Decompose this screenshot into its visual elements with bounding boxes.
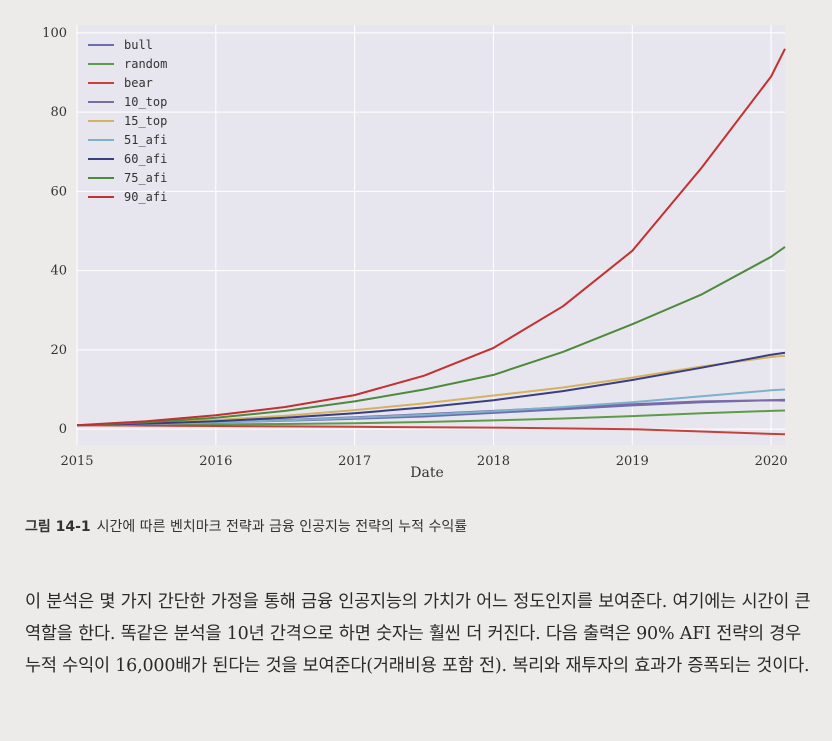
x-tick-label: 2018 (477, 454, 510, 469)
cumulative-returns-chart: bull random bear 10_top 15_top 51_afi 60_afi 75… (42, 25, 788, 481)
series-line-bear (76, 424, 786, 436)
legend: bull random bear 10_top 15_top 51_afi 60_afi 75… (88, 38, 167, 204)
series-line-75-afi (76, 246, 786, 427)
series-lines (76, 48, 786, 436)
series-line-60-afi (76, 351, 786, 427)
tick-labels: 0 20 40 60 80 100 2015 2016 2017 2018 2019 2020 (42, 26, 787, 469)
x-axis-label: Date (410, 465, 443, 481)
x-tick-label: 2017 (338, 454, 371, 469)
x-tick-label: 2019 (616, 454, 649, 469)
figure-number: 그림 14-1 (25, 519, 91, 535)
series-line-90-afi (76, 48, 786, 427)
y-tick-label: 40 (50, 264, 67, 279)
figure-caption: 그림 14-1 시간에 따른 벤치마크 전략과 금융 인공지능 전략의 누적 수익… (25, 516, 815, 536)
legend-label: 51_afi (124, 133, 167, 147)
y-tick-label: 60 (50, 184, 67, 199)
legend-label: 75_afi (124, 171, 167, 185)
legend-label: 15_top (124, 114, 167, 128)
legend-label: 10_top (124, 95, 167, 109)
y-tick-label: 0 (59, 422, 67, 437)
legend-label: 60_afi (124, 152, 167, 166)
plot-area (77, 25, 785, 445)
series-line-random (76, 409, 786, 427)
x-tick-label: 2015 (60, 454, 93, 469)
y-tick-label: 80 (50, 105, 67, 120)
x-tick-label: 2016 (199, 454, 232, 469)
legend-label: bull (124, 38, 153, 52)
figure-caption-text: 시간에 따른 벤치마크 전략과 금융 인공지능 전략의 누적 수익률 (96, 519, 468, 535)
body-paragraph: 이 분석은 몇 가지 간단한 가정을 통해 금융 인공지능의 가치가 어느 정도… (25, 592, 811, 676)
x-tick-label: 2020 (755, 454, 788, 469)
y-tick-label: 20 (50, 343, 67, 358)
series-line-51-afi (76, 388, 786, 427)
y-tick-label: 100 (42, 26, 67, 41)
legend-label: 90_afi (124, 190, 167, 204)
legend-label: random (124, 57, 167, 71)
legend-label: bear (124, 76, 153, 90)
